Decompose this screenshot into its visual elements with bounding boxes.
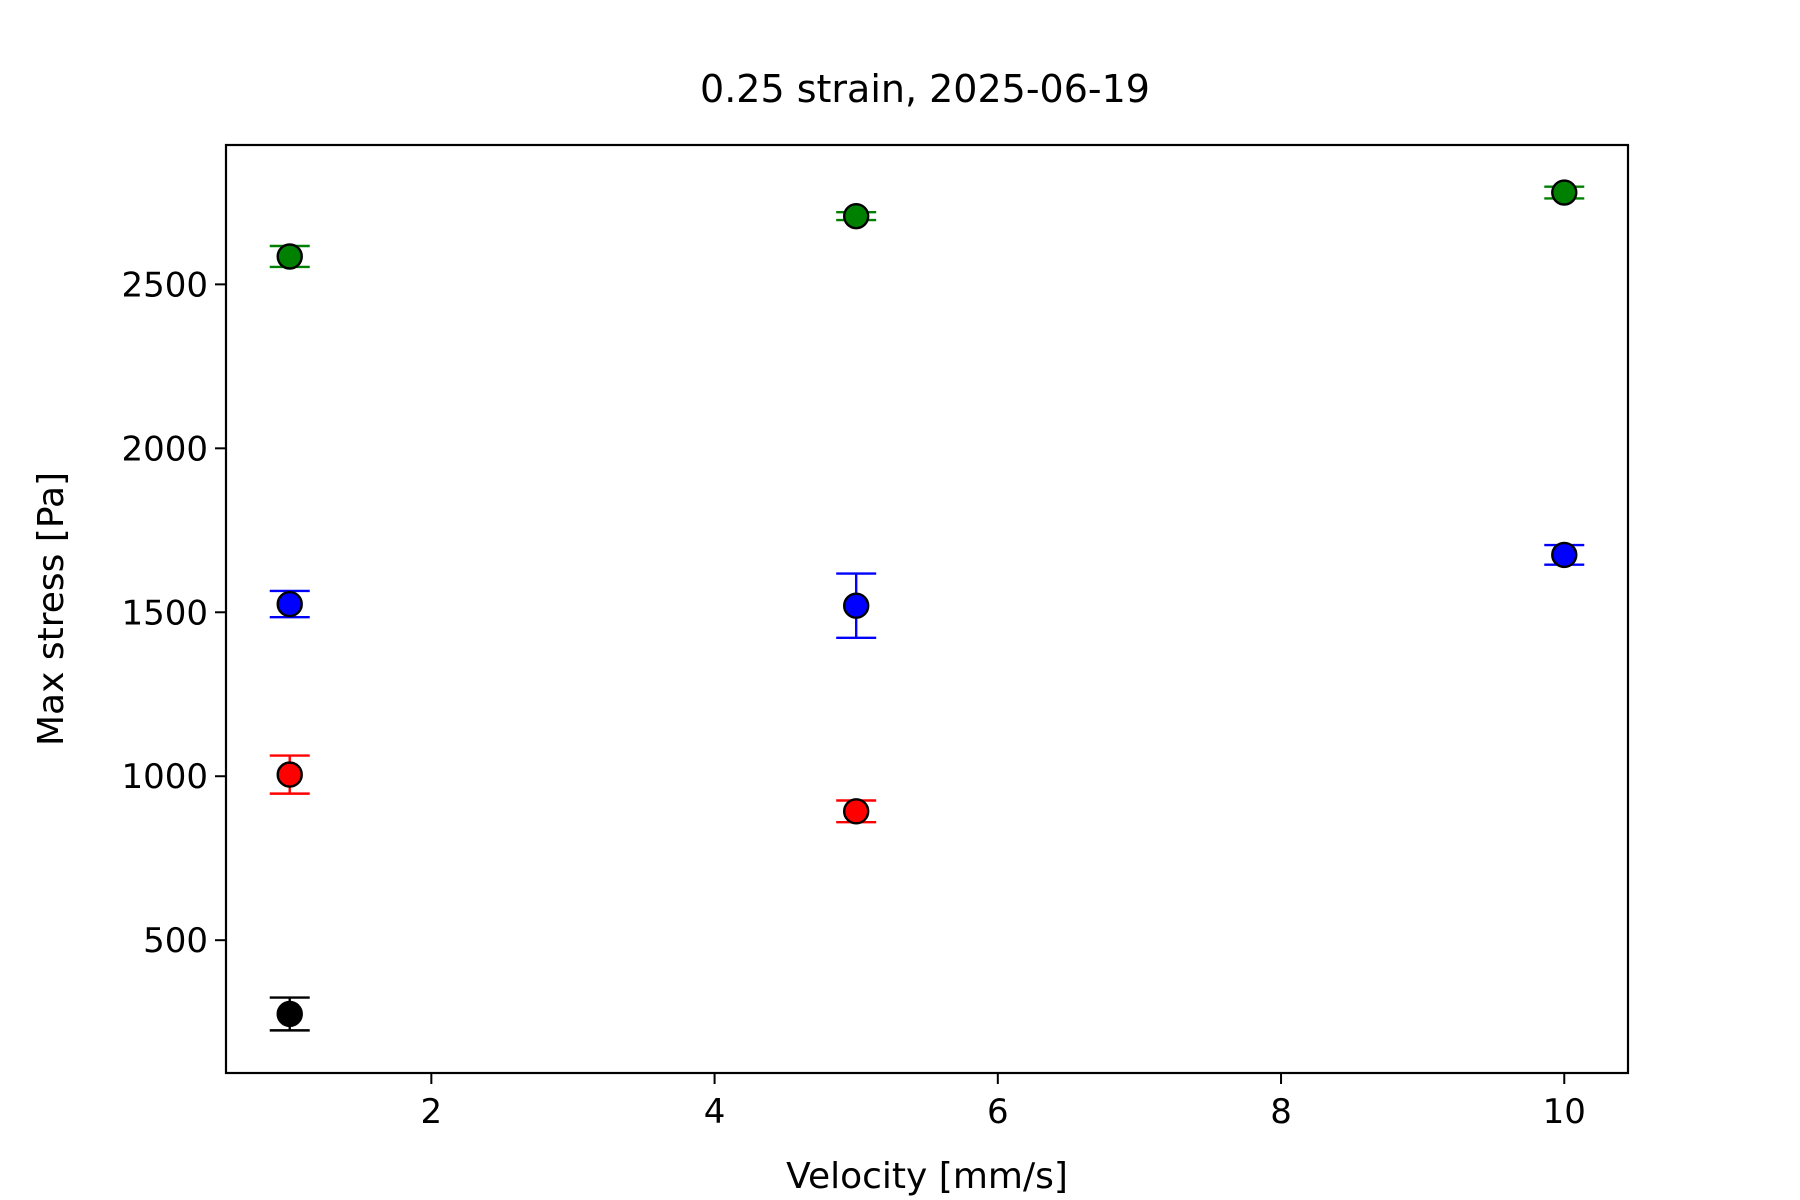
y-tick-label: 2500 bbox=[121, 265, 208, 305]
y-tick-label: 1500 bbox=[121, 593, 208, 633]
data-point bbox=[1551, 541, 1578, 569]
y-tick-label: 2000 bbox=[121, 429, 208, 469]
chart-title: 0.25 strain, 2025-06-19 bbox=[700, 67, 1150, 111]
data-point bbox=[842, 798, 870, 825]
x-axis-label: Velocity [mm/s] bbox=[786, 1156, 1068, 1197]
point-layer bbox=[276, 179, 1578, 1028]
data-point bbox=[276, 243, 303, 270]
x-tick-label: 2 bbox=[421, 1092, 443, 1132]
x-tick-label: 8 bbox=[1270, 1092, 1292, 1132]
data-point bbox=[842, 592, 870, 619]
tick-layer: 2 4 6 8 10 500 1000 1500 2000 2500 bbox=[121, 265, 1585, 1132]
x-tick-label: 4 bbox=[704, 1092, 726, 1132]
plot-frame bbox=[224, 143, 1630, 1075]
data-point bbox=[276, 1000, 303, 1028]
y-axis-label: Max stress [Pa] bbox=[31, 472, 72, 746]
x-tick-label: 6 bbox=[987, 1092, 1009, 1132]
y-tick-label: 1000 bbox=[121, 757, 208, 797]
data-point bbox=[276, 761, 303, 788]
y-tick-label: 500 bbox=[143, 921, 208, 961]
data-point bbox=[1551, 179, 1578, 206]
x-tick-label: 10 bbox=[1543, 1092, 1586, 1132]
data-point bbox=[842, 202, 870, 230]
data-point bbox=[276, 590, 303, 618]
